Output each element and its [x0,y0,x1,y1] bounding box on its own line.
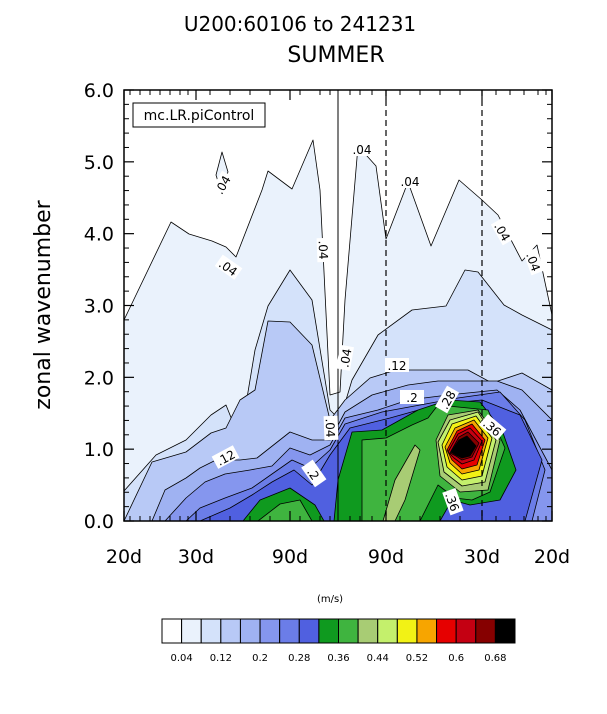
contour-label-bg [211,445,240,469]
contour-label-text: .2 [406,391,417,405]
contour-label: .04 [350,142,374,157]
colorbar-swatch [161,618,183,644]
colorbar-swatch [279,618,300,644]
colorbar-swatch [298,618,320,644]
contour-label-bg [478,414,507,441]
colorbar-tick-label: 0.04 [170,653,192,664]
chart-title-line1: U200:60106 to 241231 [184,12,416,36]
colorbar-swatch [494,618,516,644]
colorbar-swatch [455,618,477,644]
contour-label-bg [210,170,235,199]
colorbar-swatch [259,618,281,644]
contour-label-bg [442,487,464,516]
colorbar-tick-label: 0.44 [367,653,389,664]
contour-label: .36 [442,487,464,516]
colorbar-swatch [220,618,241,644]
contour-label: .04 [316,237,332,263]
colorbar-tick-label: 0.68 [484,653,506,664]
contour-label-bg [316,237,332,263]
contour-label-text: .04 [337,347,354,368]
experiment-label: mc.LR.piControl [144,108,255,124]
contour-label: .2 [301,459,327,488]
contour-label: .04 [336,344,355,371]
y-tick-label: 5.0 [84,152,114,174]
colorbar-swatch [318,618,339,644]
y-tick-label: 0.0 [84,511,114,533]
contour-label: .12 [385,358,409,373]
contour-band [450,435,477,459]
colorbar-swatch [200,618,222,644]
experiment-label-box: mc.LR.piControl [132,102,266,128]
contour-label-bg [350,142,374,156]
contour-label: .04 [210,170,235,199]
contour-label-text: .36 [442,491,462,514]
colorbar-swatch [357,618,379,644]
x-tick-label: 20d [106,546,142,568]
colorbar-tick-label: 0.36 [327,653,349,664]
colorbar-swatch [416,618,438,644]
contour-label-bg [523,247,545,276]
x-tick-label: 20d [534,546,570,568]
colorbar: 0.04 0.12 0.2 0.28 0.36 0.44 0.52 0.6 0.68 [161,618,516,664]
colorbar-swatch [377,618,398,644]
x-tick-label: 90d [272,546,308,568]
colorbar-swatch [436,618,457,644]
contour-label-bg [490,217,515,246]
contour-label: .2 [400,390,424,405]
colorbar-tick-label: 0.12 [210,653,232,664]
x-tick-label: 90d [368,546,404,568]
contour-label-text: .04 [323,418,338,438]
contour-label-bg [301,459,327,488]
contour-label-text: .04 [352,143,371,157]
contour-label: .04 [398,174,422,189]
colorbar-swatch [181,618,202,644]
colorbar-swatch [396,618,418,644]
contour-label: .04 [323,415,339,441]
colorbar-tick-label: 0.6 [448,653,464,664]
contour-label-text: .12 [387,359,406,373]
x-tick-label: 30d [178,546,214,568]
colorbar-swatch [338,618,359,644]
axes: 0.0 1.0 2.0 3.0 4.0 5.0 6.0 20d 30d 90d 90d 30d 20d [84,80,570,568]
y-tick-label: 3.0 [84,296,114,318]
colorbar-swatch [239,618,261,644]
colorbar-tick-label: 0.2 [252,653,268,664]
contour-label-bg [214,254,243,280]
contour-label-bg [323,415,339,441]
contour-label-bg [435,385,460,414]
colorbar-tick-label: 0.28 [288,653,310,664]
contour-label-text: .04 [523,251,543,274]
contour-label-bg [336,344,354,371]
contour-label-text: .04 [400,175,419,189]
contour-label-bg [400,390,424,404]
x-tick-label: 30d [464,546,500,568]
y-tick-label: 4.0 [84,224,114,246]
y-tick-label: 2.0 [84,367,114,389]
colorbar-swatch [475,618,496,644]
y-axis-label: zonal wavenumber [31,199,56,409]
chart-title-line2: SUMMER [287,43,384,68]
colorbar-tick-label: 0.52 [406,653,428,664]
colorbar-unit: (m/s) [317,594,343,605]
contour-label-text: .04 [316,240,331,260]
contour-label: .04 [523,247,545,276]
contour-label-bg [385,358,409,372]
contour-label-bg [398,174,422,188]
y-tick-label: 1.0 [84,439,114,461]
y-tick-label: 6.0 [84,80,114,102]
